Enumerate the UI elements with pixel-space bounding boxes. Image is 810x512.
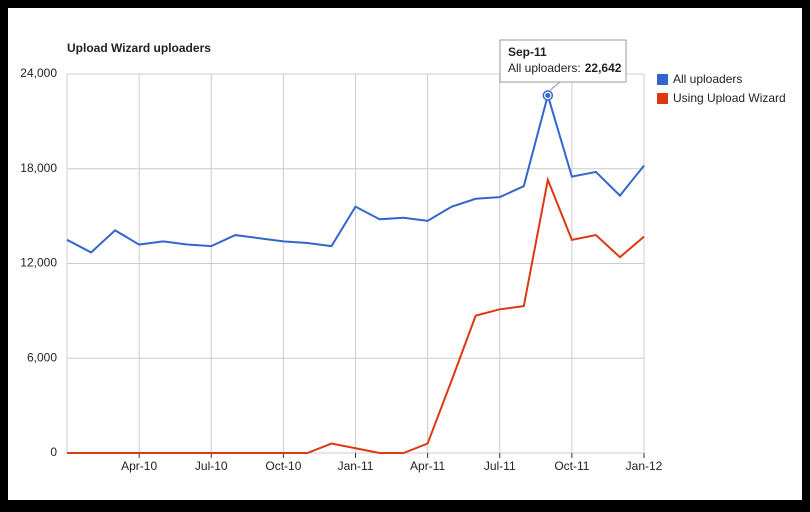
legend-swatch[interactable] xyxy=(657,93,668,104)
chart-background xyxy=(8,8,802,500)
chart-title: Upload Wizard uploaders xyxy=(67,41,211,55)
legend-label[interactable]: All uploaders xyxy=(673,72,742,86)
y-tick-label: 6,000 xyxy=(27,350,57,364)
y-tick-label: 24,000 xyxy=(20,66,57,80)
tooltip-value: 22,642 xyxy=(585,61,622,75)
tooltip-title: Sep-11 xyxy=(508,45,547,59)
y-tick-label: 0 xyxy=(50,445,57,459)
tooltip-box xyxy=(499,39,627,83)
x-tick-label: Jul-10 xyxy=(195,459,228,473)
x-tick-label: Jul-11 xyxy=(484,459,516,473)
x-tick-label: Apr-11 xyxy=(410,459,445,473)
x-tick-label: Oct-11 xyxy=(554,459,589,473)
x-tick-label: Jan-12 xyxy=(626,459,663,473)
y-tick-label: 12,000 xyxy=(20,256,57,270)
tooltip-label: All uploaders: xyxy=(508,61,581,75)
legend-swatch[interactable] xyxy=(657,74,668,85)
y-tick-label: 18,000 xyxy=(20,161,57,175)
series-line xyxy=(67,176,645,454)
data-point[interactable] xyxy=(545,92,551,98)
x-tick-label: Apr-10 xyxy=(121,459,157,473)
x-tick-label: Oct-10 xyxy=(265,459,301,473)
legend-label[interactable]: Using Upload Wizard xyxy=(673,91,786,105)
x-tick-label: Jan-11 xyxy=(338,459,374,473)
